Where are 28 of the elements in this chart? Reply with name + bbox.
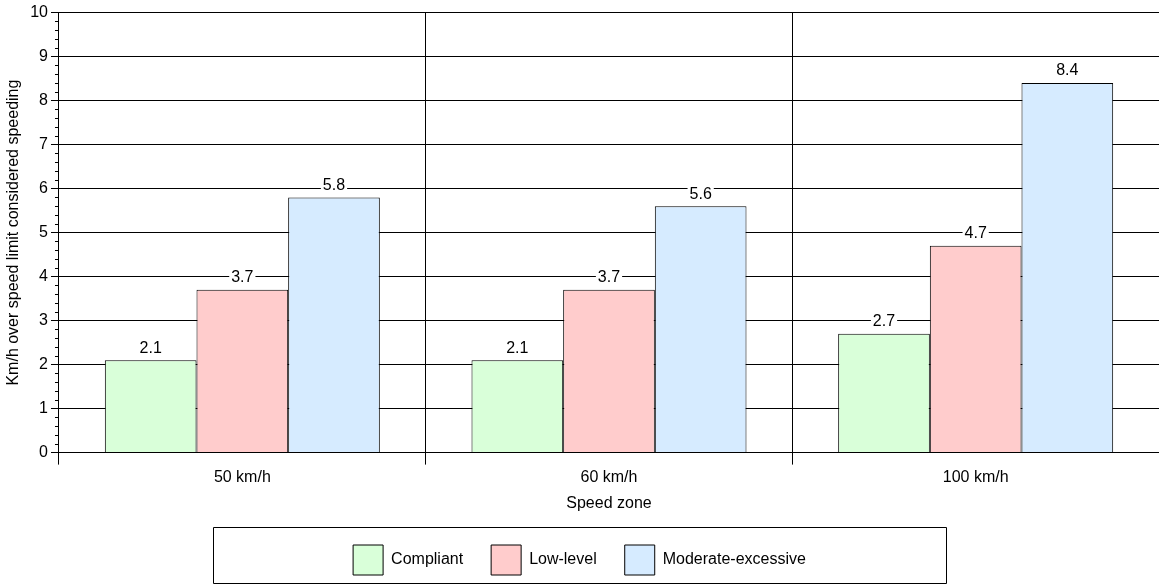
x-tick-label: 50 km/h xyxy=(213,467,271,485)
data-label: 3.7 xyxy=(231,268,254,286)
data-label: 4.7 xyxy=(964,224,987,242)
y-tick-label: 6 xyxy=(39,179,49,197)
y-tick-label: 3 xyxy=(39,311,49,329)
y-tick-label: 5 xyxy=(39,223,49,241)
data-label: 5.8 xyxy=(322,175,346,193)
x-axis-title: Speed zone xyxy=(566,493,652,511)
y-tick-label: 4 xyxy=(39,267,49,285)
y-tick-label: 8 xyxy=(39,91,49,109)
y-tick-label: 7 xyxy=(39,135,49,153)
data-label: 2.1 xyxy=(139,338,162,356)
y-tick-label: 10 xyxy=(30,3,49,21)
data-label: 3.7 xyxy=(597,268,621,286)
y-tick-label: 9 xyxy=(39,47,49,65)
y-tick-label: 2 xyxy=(39,355,49,373)
legend-label: Low-level xyxy=(529,550,597,568)
legend-label: Compliant xyxy=(391,550,464,568)
data-label: 2.7 xyxy=(872,312,896,330)
y-axis-title: Km/h over speed limit considered speeding xyxy=(4,79,22,386)
x-tick-label: 100 km/h xyxy=(942,467,1009,485)
data-label: 5.6 xyxy=(689,184,712,202)
y-tick-label: 1 xyxy=(39,399,49,417)
x-tick-label: 60 km/h xyxy=(580,467,638,485)
legend-label: Moderate-excessive xyxy=(662,550,806,568)
data-label: 2.1 xyxy=(506,338,529,356)
y-tick-label: 0 xyxy=(39,443,49,461)
data-label: 8.4 xyxy=(1056,61,1079,79)
